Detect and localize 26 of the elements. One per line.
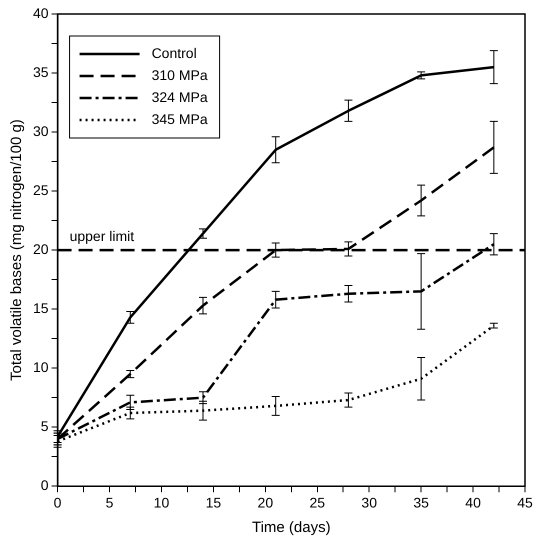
y-tick-label: 15 xyxy=(32,300,49,316)
x-tick-label: 25 xyxy=(309,494,326,510)
ref-line-label: upper limit xyxy=(70,228,134,244)
y-tick-label: 20 xyxy=(32,240,49,257)
x-tick-label: 20 xyxy=(258,494,274,510)
x-tick-label: 15 xyxy=(206,494,222,510)
legend-label: 345 MPa xyxy=(152,110,208,127)
x-tick-label: 5 xyxy=(106,494,114,510)
y-tick-label: 10 xyxy=(32,359,49,376)
x-tick-label: 45 xyxy=(517,494,533,510)
y-axis-title: Total volatile bases (mg nitrogen/100 g) xyxy=(8,119,26,382)
y-tick-label: 35 xyxy=(32,64,49,80)
y-tick-label: 40 xyxy=(32,4,49,21)
x-tick-label: 10 xyxy=(154,494,170,510)
y-tick-label: 25 xyxy=(32,182,49,198)
x-axis-title: Time (days) xyxy=(252,519,331,536)
y-tick-label: 5 xyxy=(40,418,49,434)
x-tick-label: 35 xyxy=(413,494,430,510)
legend-label: Control xyxy=(152,44,197,61)
y-tick-label: 0 xyxy=(40,477,49,494)
x-tick-label: 0 xyxy=(54,494,62,510)
legend-label: 324 MPa xyxy=(152,88,208,105)
legend-label: 310 MPa xyxy=(152,66,208,83)
y-tick-label: 30 xyxy=(32,122,49,139)
x-tick-label: 30 xyxy=(361,494,378,510)
x-tick-label: 40 xyxy=(465,494,482,510)
